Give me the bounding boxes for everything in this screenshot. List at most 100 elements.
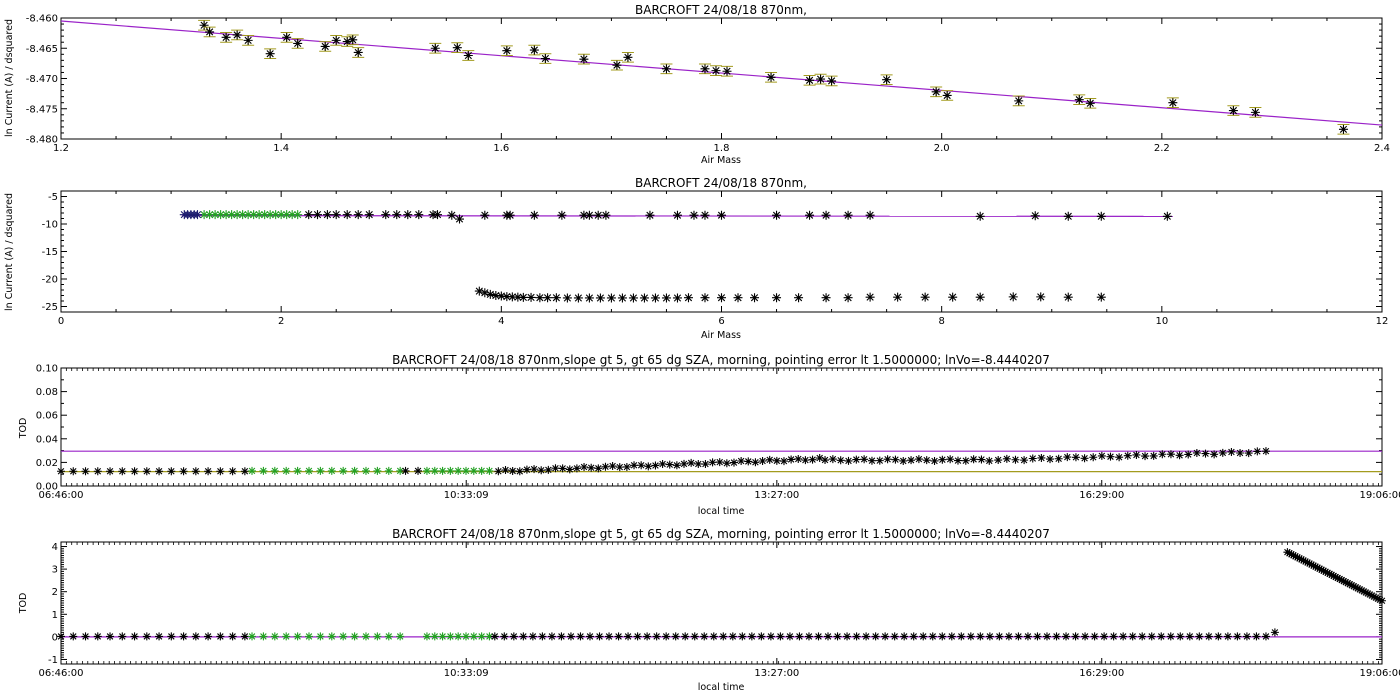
data-point [1002,454,1011,463]
data-point [193,210,203,220]
data-point [651,461,660,470]
data-point [844,456,853,465]
data-point [1071,453,1080,462]
data-point [93,632,102,641]
data-point [680,459,689,468]
y-tick-label: 0.06 [36,411,58,422]
data-point [630,461,639,470]
fit-line [60,20,1383,126]
data-point [216,467,225,476]
data-point [1023,632,1032,641]
data-point [1299,556,1308,565]
data-point [210,210,220,220]
data-point [353,210,363,220]
data-point [605,632,614,641]
data-point [438,466,447,475]
data-point [565,465,574,474]
data-point [1341,578,1350,587]
data-point [738,632,747,641]
data-point [576,632,585,641]
data-point [1331,572,1340,581]
data-point [1315,564,1324,573]
data-point [1228,106,1238,116]
y-tick-label: -20 [42,275,58,286]
data-point [994,456,1003,465]
data-point [639,293,649,303]
x-tick-label: 2.0 [934,143,950,154]
data-point [836,456,845,465]
data-point [304,632,313,641]
data-point [1158,450,1167,459]
data-point [672,210,682,220]
data-point [700,293,710,303]
data-point [304,210,314,220]
data-point [331,210,341,220]
data-point [1333,574,1342,583]
data-point [1020,456,1029,465]
data-point [557,210,567,220]
data-point [1192,448,1201,457]
data-point [293,38,303,48]
y-tick-label: 0.02 [36,458,58,469]
data-point [501,466,510,475]
data-point [191,467,200,476]
data-point [652,632,661,641]
data-point [81,632,90,641]
data-point [969,455,978,464]
data-point [265,210,275,220]
data-point [373,632,382,641]
data-point [765,455,774,464]
y-tick-label: 3 [52,565,58,576]
data-point [270,632,279,641]
data-point [1166,450,1175,459]
data-point [881,632,890,641]
data-point [909,632,918,641]
data-point [287,210,297,220]
data-point [893,292,903,302]
x-tick-label: 13:27:00 [754,668,799,679]
data-point [757,632,766,641]
data-point [1378,596,1386,605]
data-point [293,632,302,641]
data-point [733,293,743,303]
y-tick-label: -15 [42,247,58,258]
y-tick-label: -8.475 [26,104,58,115]
data-point [828,455,837,464]
data-point [833,632,842,641]
data-point [438,632,447,641]
panel-1-ticks: 1.2 1.4 1.6 1.8 2.0 2.2 2.4 -8.460 -8.465 -8.470 -… [26,14,1390,155]
data-point [1253,447,1262,456]
data-point [1242,632,1251,641]
x-tick-label: 16:29:00 [1079,490,1124,501]
data-point [717,293,726,303]
data-point [1141,452,1150,461]
data-point [544,465,553,474]
data-point [622,462,631,471]
data-point [155,467,164,476]
panel-2-ticks: 0 2 4 6 8 10 12 -5 -10 -15 -20 -25 [42,191,1388,327]
data-point [750,293,760,303]
data-point [1223,632,1232,641]
panel-3-frame [60,367,1383,487]
data-point [106,467,115,476]
data-point [608,462,617,471]
data-point [606,293,616,303]
data-point [240,632,249,641]
data-point [455,214,465,224]
data-point [254,210,264,220]
data-point [381,210,391,220]
data-point [502,292,512,302]
data-point [248,466,257,475]
data-point [1062,632,1071,641]
data-point [342,210,352,220]
data-point [1204,632,1213,641]
data-point [1008,292,1018,302]
data-point [1071,632,1080,641]
data-point [573,293,583,303]
data-point [1147,632,1156,641]
data-point [513,292,523,302]
data-point [580,463,589,472]
data-point [615,463,624,472]
data-point [1166,632,1175,641]
data-point [1338,124,1348,134]
